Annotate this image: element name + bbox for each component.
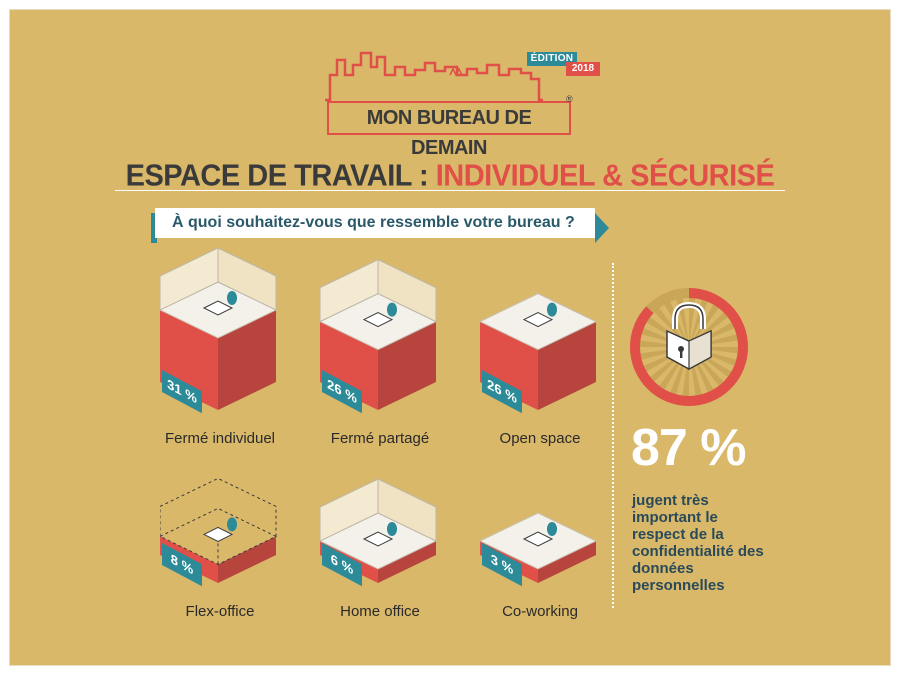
room-wall-right — [377, 478, 437, 542]
bar-block-right-face — [538, 321, 596, 410]
bar-block-right-face — [378, 541, 436, 583]
divider — [115, 190, 785, 191]
desk-icon — [202, 526, 234, 542]
office-block-6 — [480, 512, 598, 583]
desk-icon — [362, 312, 394, 328]
chair-icon — [387, 522, 397, 536]
category-label-6: Co-working — [502, 603, 578, 620]
padlock-icon — [666, 301, 712, 371]
question-text: À quoi souhaitez-vous que ressemble votr… — [155, 208, 595, 238]
question-banner-arrow — [594, 213, 609, 243]
section-title-part1: ESPACE DE TRAVAIL : — [125, 159, 429, 193]
sunburst-ray — [689, 297, 696, 347]
category-label-5: Home office — [340, 603, 420, 620]
city-skyline-icon — [325, 51, 543, 102]
chair-icon — [387, 302, 397, 317]
category-label-4: Flex-office — [185, 603, 255, 620]
desk-icon — [362, 531, 394, 547]
confidentiality-gauge — [630, 288, 748, 406]
desk-icon — [202, 300, 234, 316]
desk-icon — [522, 531, 554, 547]
office-block-1 — [160, 247, 278, 410]
edition-badge: ÉDITION — [527, 52, 577, 66]
highlight-value: 87 % — [631, 419, 747, 477]
category-label-1: Fermé individuel — [164, 430, 276, 447]
bar-block-right-face — [218, 536, 276, 583]
bar-block-right-face — [218, 310, 276, 410]
room-wall-right — [377, 258, 437, 323]
registered-mark: ® — [566, 94, 573, 104]
room-wall-right — [217, 247, 277, 311]
section-title: ESPACE DE TRAVAIL : INDIVIDUEL & SÉCURIS… — [120, 159, 780, 194]
edition-year-badge: 2018 — [566, 62, 600, 76]
desk-icon — [522, 312, 554, 328]
gauge-value-arc — [630, 288, 748, 406]
question-banner-accent — [151, 213, 157, 243]
chair-icon — [547, 302, 557, 317]
question-banner: À quoi souhaitez-vous que ressemble votr… — [151, 208, 609, 243]
bar-block-right-face — [378, 321, 436, 410]
chair-icon — [547, 522, 557, 536]
bar-block-right-face — [538, 541, 596, 583]
section-title-part2: INDIVIDUEL & SÉCURISÉ — [435, 159, 775, 193]
category-label-2: Fermé partagé — [330, 430, 430, 447]
chair-icon — [227, 517, 237, 532]
chair-icon — [227, 291, 237, 305]
divider-dotted — [612, 263, 614, 608]
brand-title: MON BUREAU DE DEMAIN — [327, 101, 571, 159]
category-label-3: Open space — [499, 430, 581, 447]
highlight-caption: jugent très important le respect de la c… — [632, 492, 764, 594]
